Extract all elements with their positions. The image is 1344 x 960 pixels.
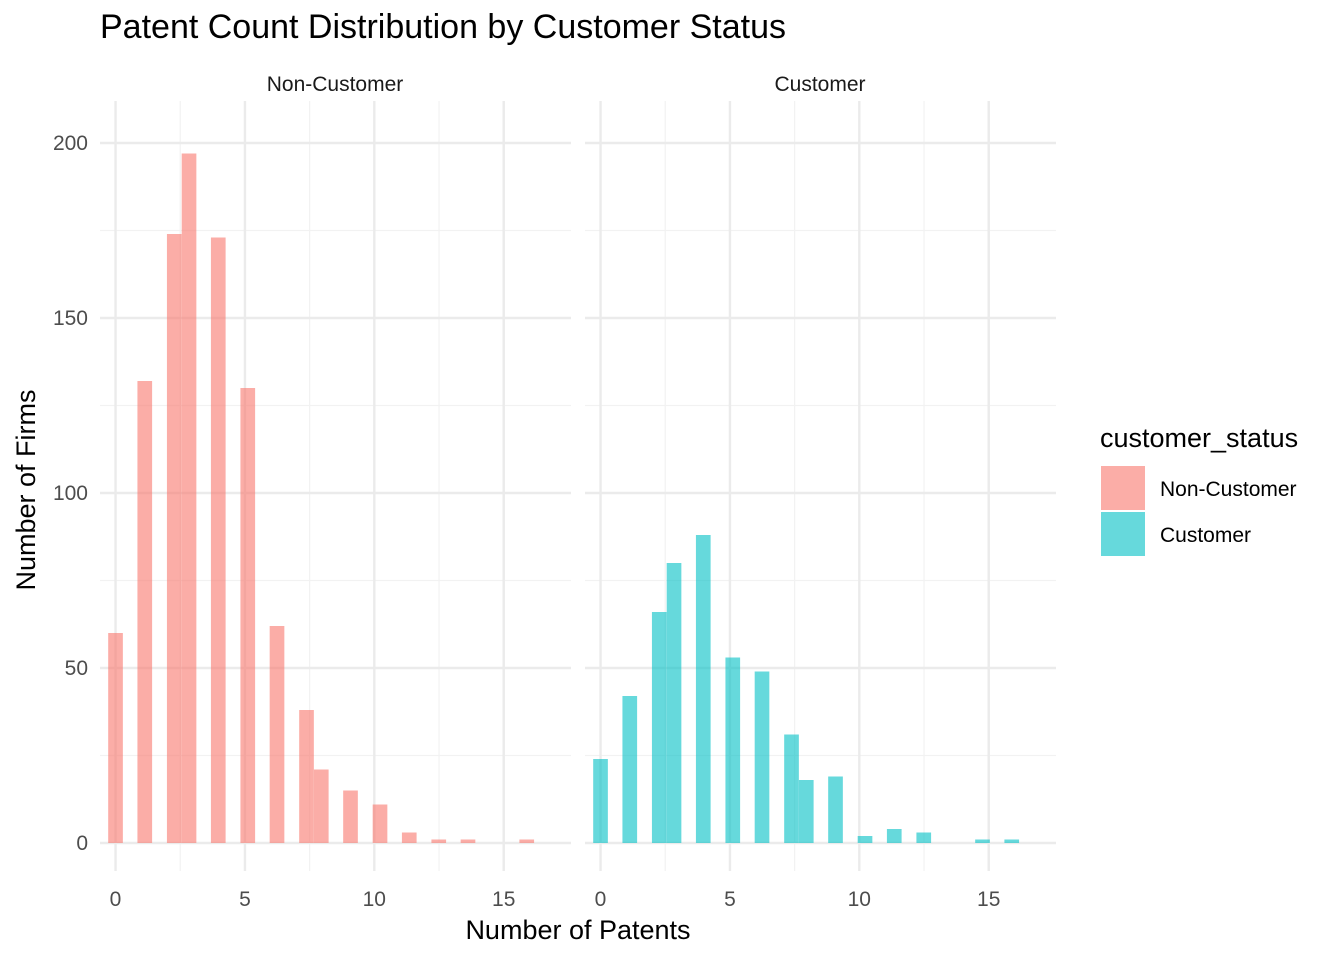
histogram-bar <box>593 759 608 843</box>
x-tick-label: 15 <box>492 888 515 911</box>
panel-non-customer: Non-Customer <box>100 73 571 871</box>
panel-bars <box>593 535 1020 843</box>
histogram-bar <box>269 626 285 843</box>
histogram-bar <box>916 832 932 843</box>
x-tick-label: 0 <box>110 888 122 911</box>
legend-title: customer_status <box>1100 423 1298 453</box>
histogram-bar <box>240 388 256 843</box>
y-tick-label: 200 <box>53 132 88 155</box>
histogram-bar <box>181 153 197 843</box>
histogram-bar <box>828 776 843 843</box>
histogram-bar <box>137 381 153 843</box>
legend-label-non-customer: Non-Customer <box>1160 478 1297 501</box>
y-tick-label: 0 <box>76 832 88 855</box>
histogram-bar <box>651 612 667 843</box>
legend-label-customer: Customer <box>1160 524 1251 547</box>
x-tick-label: 15 <box>977 888 1000 911</box>
panel-strip-label: Non-Customer <box>267 73 404 96</box>
histogram-bar <box>372 804 388 843</box>
histogram-bar <box>622 696 638 843</box>
panel-strip-label: Customer <box>774 73 865 96</box>
histogram-bar <box>343 790 358 843</box>
histogram-bar <box>401 832 417 843</box>
histogram-bar <box>798 780 814 843</box>
y-tick-label: 50 <box>65 657 88 680</box>
legend-entry-customer: Customer <box>1101 512 1251 556</box>
legend-swatch-customer <box>1101 512 1145 556</box>
x-tick-label: 10 <box>363 888 386 911</box>
histogram-bar <box>975 839 990 843</box>
x-tick-label: 5 <box>724 888 736 911</box>
legend-swatch-non-customer <box>1101 466 1145 510</box>
x-tick-label: 10 <box>848 888 871 911</box>
histogram-bar <box>695 535 711 843</box>
histogram-bar <box>460 839 476 843</box>
histogram-bar <box>754 671 770 843</box>
histogram-bar <box>313 769 329 843</box>
histogram-bar <box>886 829 902 843</box>
histogram-bar <box>857 836 873 843</box>
x-axis-label: Number of Patents <box>465 915 690 945</box>
histogram-bar <box>166 234 182 843</box>
y-tick-label: 150 <box>53 307 88 330</box>
panel-bars <box>108 153 535 843</box>
histogram-bar <box>299 710 314 843</box>
x-axis-ticks: 0 5 10 15 0 5 10 15 <box>110 888 1001 911</box>
y-axis-ticks: 0 50 100 150 200 <box>53 132 88 855</box>
legend: customer_status Non-Customer Customer <box>1100 423 1298 556</box>
histogram-bar <box>725 657 741 843</box>
histogram-bar <box>784 734 799 843</box>
x-tick-label: 5 <box>239 888 251 911</box>
y-axis-label: Number of Firms <box>11 389 41 590</box>
histogram-bar <box>431 839 447 843</box>
y-tick-label: 100 <box>53 482 88 505</box>
histogram-bar <box>210 237 226 843</box>
chart-title: Patent Count Distribution by Customer St… <box>100 8 786 46</box>
x-tick-label: 0 <box>595 888 607 911</box>
panel-customer: Customer <box>585 73 1056 871</box>
histogram-bar <box>108 633 123 843</box>
legend-entry-non-customer: Non-Customer <box>1101 466 1297 510</box>
histogram-bar <box>666 563 682 843</box>
histogram-bar <box>1004 839 1020 843</box>
histogram-bar <box>519 839 535 843</box>
